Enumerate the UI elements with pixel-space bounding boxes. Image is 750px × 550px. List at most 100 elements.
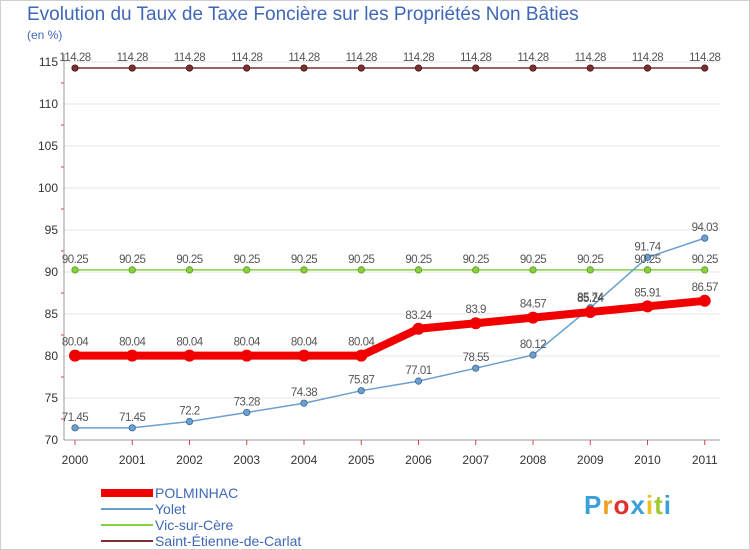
data-label-vic-sur-cere-2008: 90.25	[520, 254, 546, 266]
point-yolet-2010	[643, 253, 652, 261]
legend-swatch-polminhac	[101, 489, 153, 497]
y-tick-label-90: 90	[45, 265, 59, 279]
logo-letter: i	[663, 490, 672, 520]
proxiti-logo: Proxiti	[584, 490, 672, 521]
data-label-saint-etienne-de-carlat-2006: 114.28	[403, 52, 434, 64]
point-vic-sur-cere-2009	[586, 266, 594, 274]
point-vic-sur-cere-2004	[300, 266, 308, 274]
data-label-vic-sur-cere-2001: 90.25	[119, 254, 145, 266]
data-label-polminhac-2005: 80.04	[348, 337, 375, 349]
point-yolet-2003	[243, 408, 251, 417]
point-vic-sur-cere-2002	[185, 266, 194, 274]
data-label-yolet-2002: 72.2	[179, 406, 199, 418]
point-vic-sur-cere-2000	[71, 266, 79, 274]
legend-item-vic-sur-cere[interactable]: Vic-sur-Cère	[101, 517, 301, 533]
y-tick-label-100: 100	[38, 181, 58, 195]
data-labels: 114.28 114.28 114.28 114.28 114.28 114.28 114.…	[59, 52, 721, 424]
y-tick-label-75: 75	[45, 391, 59, 405]
data-label-polminhac-2008: 84.57	[520, 299, 546, 311]
point-polminhac-2006	[412, 322, 425, 335]
point-polminhac-2001	[126, 349, 139, 362]
legend-item-polminhac[interactable]: POLMINHAC	[101, 485, 301, 501]
logo-letter: x	[630, 490, 646, 520]
point-yolet-2005	[357, 387, 365, 395]
data-label-yolet-2008: 80.12	[520, 339, 546, 351]
legend-item-yolet[interactable]: Yolet	[101, 501, 301, 517]
x-tick-label-2006: 2006	[405, 453, 432, 467]
data-label-polminhac-2000: 80.04	[62, 337, 89, 349]
data-label-saint-etienne-de-carlat-2007: 114.28	[460, 52, 491, 64]
data-label-vic-sur-cere-2004: 90.25	[291, 254, 317, 266]
point-yolet-2006	[414, 377, 423, 385]
point-polminhac-2002	[183, 349, 196, 362]
y-tick-label-70: 70	[45, 433, 59, 447]
point-saint-etienne-de-carlat-2008	[529, 64, 537, 72]
point-vic-sur-cere-2006	[414, 266, 423, 274]
data-label-polminhac-2001: 80.04	[119, 337, 146, 349]
x-tick-label-2005: 2005	[348, 453, 375, 467]
point-saint-etienne-de-carlat-2002	[185, 64, 194, 72]
logo-letter: r	[602, 490, 614, 520]
data-label-yolet-2000: 71.45	[62, 412, 88, 424]
series-group	[69, 64, 711, 432]
logo-letter: t	[654, 490, 664, 520]
axes: 70 75 80 85 90 95 100 105 110 115 2000 2001 2002 2003…	[38, 54, 720, 467]
legend-swatch-yolet	[101, 508, 153, 510]
legend-label-saint-etienne-de-carlat: Saint-Étienne-de-Carlat	[155, 533, 302, 549]
data-label-saint-etienne-de-carlat-2011: 114.28	[689, 52, 720, 64]
y-tick-label-80: 80	[45, 349, 59, 363]
data-label-yolet-2005: 75.87	[348, 375, 374, 387]
point-vic-sur-cere-2001	[128, 266, 136, 274]
point-saint-etienne-de-carlat-2006	[414, 64, 423, 72]
data-label-saint-etienne-de-carlat-2001: 114.28	[117, 52, 148, 64]
data-label-polminhac-2009: 85.24	[577, 293, 604, 305]
point-saint-etienne-de-carlat-2010	[643, 64, 652, 72]
data-label-polminhac-2003: 80.04	[234, 337, 261, 349]
y-tick-label-115: 115	[39, 55, 58, 69]
point-saint-etienne-de-carlat-2001	[128, 64, 136, 72]
point-polminhac-2004	[298, 349, 310, 362]
x-tick-label-2000: 2000	[62, 453, 89, 467]
point-polminhac-2008	[527, 311, 539, 324]
data-label-vic-sur-cere-2003: 90.25	[234, 254, 260, 266]
x-tick-label-2002: 2002	[176, 453, 203, 467]
point-yolet-2001	[128, 424, 136, 432]
y-tick-label-95: 95	[45, 223, 59, 237]
data-label-yolet-2011: 94.03	[692, 222, 718, 234]
data-label-polminhac-2010: 85.91	[634, 287, 660, 299]
data-label-yolet-2010: 91.74	[634, 241, 661, 253]
data-label-vic-sur-cere-2011: 90.25	[692, 254, 718, 266]
y-tick-label-105: 105	[38, 139, 58, 153]
legend-swatch-saint-etienne-de-carlat	[101, 540, 153, 542]
data-label-saint-etienne-de-carlat-2002: 114.28	[174, 52, 205, 64]
x-tick-label-2007: 2007	[462, 453, 489, 467]
point-yolet-2007	[472, 364, 480, 372]
point-yolet-2000	[71, 424, 79, 432]
data-label-saint-etienne-de-carlat-2005: 114.28	[346, 52, 377, 64]
x-tick-label-2009: 2009	[577, 453, 604, 467]
point-saint-etienne-de-carlat-2003	[243, 64, 251, 72]
grid	[64, 61, 720, 441]
y-tick-label-85: 85	[45, 307, 59, 321]
point-vic-sur-cere-2010	[643, 266, 652, 274]
data-label-yolet-2006: 77.01	[405, 365, 431, 377]
point-polminhac-2007	[469, 317, 482, 330]
legend: POLMINHAC Yolet Vic-sur-Cère Saint-Étien…	[101, 485, 301, 549]
data-label-vic-sur-cere-2000: 90.25	[62, 254, 88, 266]
point-yolet-2008	[529, 351, 537, 359]
point-vic-sur-cere-2007	[472, 266, 480, 274]
chart-title: Evolution du Taux de Taxe Foncière sur l…	[27, 4, 579, 25]
series-line-polminhac	[71, 296, 709, 360]
data-label-vic-sur-cere-2010: 90.25	[634, 254, 660, 266]
data-label-vic-sur-cere-2005: 90.25	[348, 254, 374, 266]
point-polminhac-2000	[69, 349, 81, 362]
logo-letter: o	[613, 490, 631, 520]
data-label-vic-sur-cere-2002: 90.25	[176, 254, 202, 266]
legend-item-saint-etienne-de-carlat[interactable]: Saint-Étienne-de-Carlat	[101, 533, 301, 549]
data-label-yolet-2003: 73.28	[234, 396, 260, 408]
data-label-vic-sur-cere-2007: 90.25	[463, 254, 489, 266]
y-tick-label-110: 110	[39, 97, 58, 111]
point-vic-sur-cere-2005	[357, 266, 365, 274]
